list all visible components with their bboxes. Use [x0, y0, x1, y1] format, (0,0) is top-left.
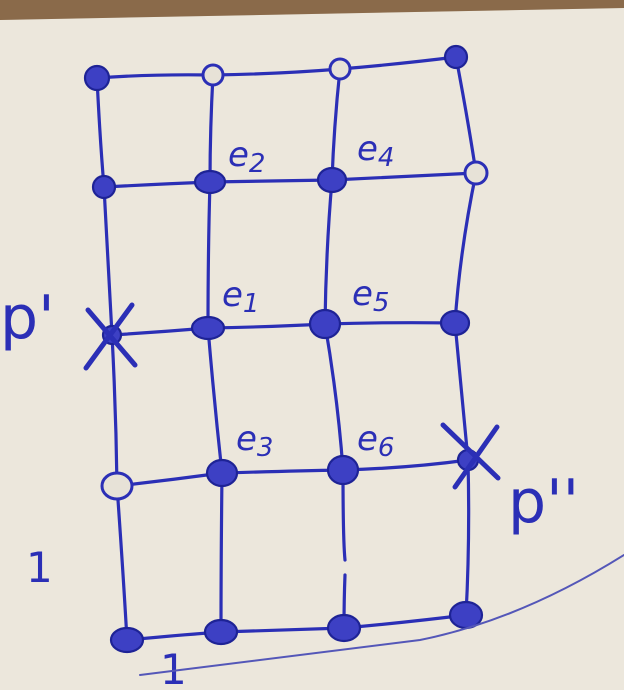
edge-label-e1: e1: [222, 275, 259, 319]
label-p-double-prime: p'': [508, 467, 579, 537]
label-scale-horizontal: 1: [160, 645, 187, 690]
x-mark-p-double-prime: [440, 422, 501, 490]
node-r3c4: [439, 309, 471, 337]
row-line-3: [110, 321, 457, 337]
edge-label-e3: e3: [236, 419, 273, 463]
node-r5c1: [109, 626, 145, 654]
p-double-prime-marker: [440, 422, 501, 490]
p-prime-marker: [83, 302, 138, 371]
edge-label-e6: e6: [357, 419, 394, 463]
node-r2c1: [91, 174, 117, 200]
node-r2c4: [463, 160, 489, 186]
horizontal-lines: [95, 55, 478, 642]
row-line-5: [125, 613, 468, 642]
edge-label-e5: e5: [352, 274, 389, 318]
paper-shadow: [0, 0, 624, 20]
node-r4c2: [205, 458, 239, 488]
stray-pen-stroke: [139, 554, 624, 676]
x-mark-p-prime: [83, 302, 138, 371]
node-r1c1: [83, 64, 111, 92]
node-r2c3: [316, 166, 348, 194]
node-r1c2: [201, 63, 225, 87]
node-r3c3: [308, 308, 342, 340]
node-r4c3: [326, 454, 360, 486]
row-line-4: [115, 458, 470, 488]
node-r5c3: [326, 613, 362, 643]
edge-label-e2: e2: [228, 135, 265, 179]
edge-labels: e2 e4 e1 e5 e3 e6: [222, 129, 394, 463]
edge-label-e4: e4: [357, 129, 394, 173]
label-scale-vertical: 1: [26, 543, 53, 592]
paper-sheet: [0, 8, 624, 690]
node-r5c2: [203, 618, 239, 646]
node-r2c2: [193, 169, 227, 195]
row-line-1: [95, 55, 458, 80]
node-r1c3: [328, 57, 352, 81]
row-line-2: [102, 171, 478, 189]
node-r3c2: [190, 315, 226, 341]
node-r1c4: [443, 44, 469, 70]
label-p-prime: p': [0, 283, 55, 353]
node-r4c1: [100, 471, 134, 501]
nodes: [83, 44, 489, 654]
